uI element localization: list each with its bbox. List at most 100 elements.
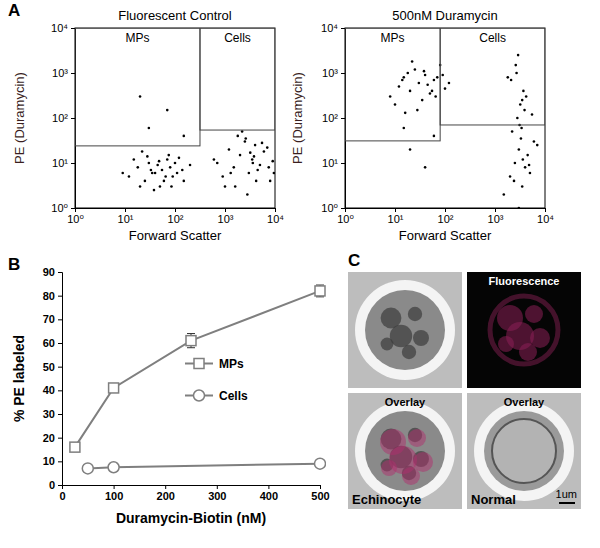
event-point [224, 185, 227, 188]
event-point [426, 83, 429, 86]
event-point [148, 127, 151, 130]
tick: 0 [49, 479, 62, 491]
event-point [524, 166, 527, 169]
event-point [267, 166, 270, 169]
tick: 200 [157, 485, 175, 502]
event-point [522, 90, 525, 93]
tick-label: 10 [43, 455, 55, 467]
event-point [423, 70, 426, 73]
micrograph [348, 272, 462, 388]
event-point [141, 150, 144, 153]
event-point [266, 146, 269, 149]
axis-line [58, 273, 63, 486]
axis-line [341, 29, 346, 209]
event-point [421, 99, 424, 102]
tick-mark [58, 438, 62, 439]
figure: 10⁰10¹10²10³10⁴10⁰10¹10²10³10⁴MPsCellsFl… [0, 0, 600, 548]
event-point [529, 172, 532, 175]
tick-label: 10² [438, 213, 454, 225]
tick-mark [58, 319, 62, 320]
marker [315, 458, 326, 469]
event-point [171, 175, 174, 178]
event-point [517, 54, 520, 57]
tick-label: 10⁰ [51, 202, 68, 214]
event-point [253, 155, 256, 158]
legend-marker [194, 359, 204, 369]
tick-label: 200 [157, 490, 175, 502]
tick-mark [165, 485, 166, 489]
y-axis-title: % PE labeled [11, 335, 27, 422]
event-point [533, 140, 536, 143]
tick-mark [495, 208, 496, 212]
tick: 70 [43, 313, 62, 325]
marker [186, 336, 196, 346]
x-axis: 0100200300400500 [59, 485, 329, 502]
panel-label: C [348, 251, 360, 270]
tick: 50 [43, 361, 62, 373]
tick-label: 90 [43, 266, 55, 278]
tick-mark [58, 414, 62, 415]
y-axis-title: PE (Duramycin) [12, 72, 27, 164]
event-point [261, 142, 264, 145]
event-point [418, 82, 421, 85]
event-point [144, 180, 147, 183]
image-background [348, 393, 462, 509]
event-point [163, 180, 166, 183]
image-background [348, 272, 462, 388]
event-point [409, 90, 412, 93]
tick: 10⁴ [537, 208, 554, 225]
tick: 90 [43, 266, 62, 278]
tick: 10³ [52, 67, 75, 79]
event-point [183, 135, 186, 138]
tick-label: 0 [49, 479, 55, 491]
tick: 300 [208, 485, 226, 502]
event-point [528, 164, 531, 167]
error-bar [187, 334, 195, 348]
event-point [170, 185, 173, 188]
scatter-panel: 10⁰10¹10²10³10⁴10⁰10¹10²10³10⁴MPsCells50… [290, 8, 554, 243]
cell-center [492, 419, 556, 483]
event-point [424, 74, 427, 77]
event-point [389, 95, 392, 98]
event-point [515, 72, 518, 75]
event-point [269, 180, 272, 183]
event-point [433, 79, 436, 82]
tick-mark [71, 28, 75, 29]
event-point [536, 144, 539, 147]
event-point [241, 130, 244, 133]
tick-label: 10³ [488, 213, 504, 225]
y-axis: 10⁰10¹10²10³10⁴ [51, 22, 75, 214]
event-point [424, 166, 427, 169]
line-panel: 01002003004005000102030405060708090MPsCe… [11, 266, 330, 526]
event-point [154, 172, 157, 175]
tick-label: 10⁰ [337, 213, 354, 225]
event-point [176, 172, 179, 175]
overlay-fluorescence [408, 429, 426, 447]
tick-label: 10² [322, 112, 338, 124]
image-label: Fluorescence [489, 275, 560, 287]
image-background [467, 393, 581, 509]
event-point [233, 166, 236, 169]
tick-mark [58, 272, 62, 273]
event-point [531, 113, 534, 116]
event-point [169, 166, 172, 169]
event-point [251, 158, 254, 161]
cell-halo [474, 401, 574, 501]
image-background [467, 272, 581, 388]
event-point [521, 99, 524, 102]
tick-mark [125, 208, 126, 212]
event-point [514, 64, 517, 67]
scale-bar-label: 1um [556, 488, 577, 500]
tick: 10⁴ [267, 208, 284, 225]
tick: 10¹ [118, 208, 134, 225]
legend-marker [194, 390, 205, 401]
tick-label: 60 [43, 337, 55, 349]
tick: 10² [168, 208, 184, 225]
tick: 10⁰ [337, 208, 354, 225]
tick-label: 50 [43, 361, 55, 373]
event-point [166, 158, 169, 161]
tick-label: 10¹ [118, 213, 134, 225]
event-point [444, 87, 447, 90]
tick: 10⁴ [51, 22, 75, 34]
event-point [229, 172, 232, 175]
